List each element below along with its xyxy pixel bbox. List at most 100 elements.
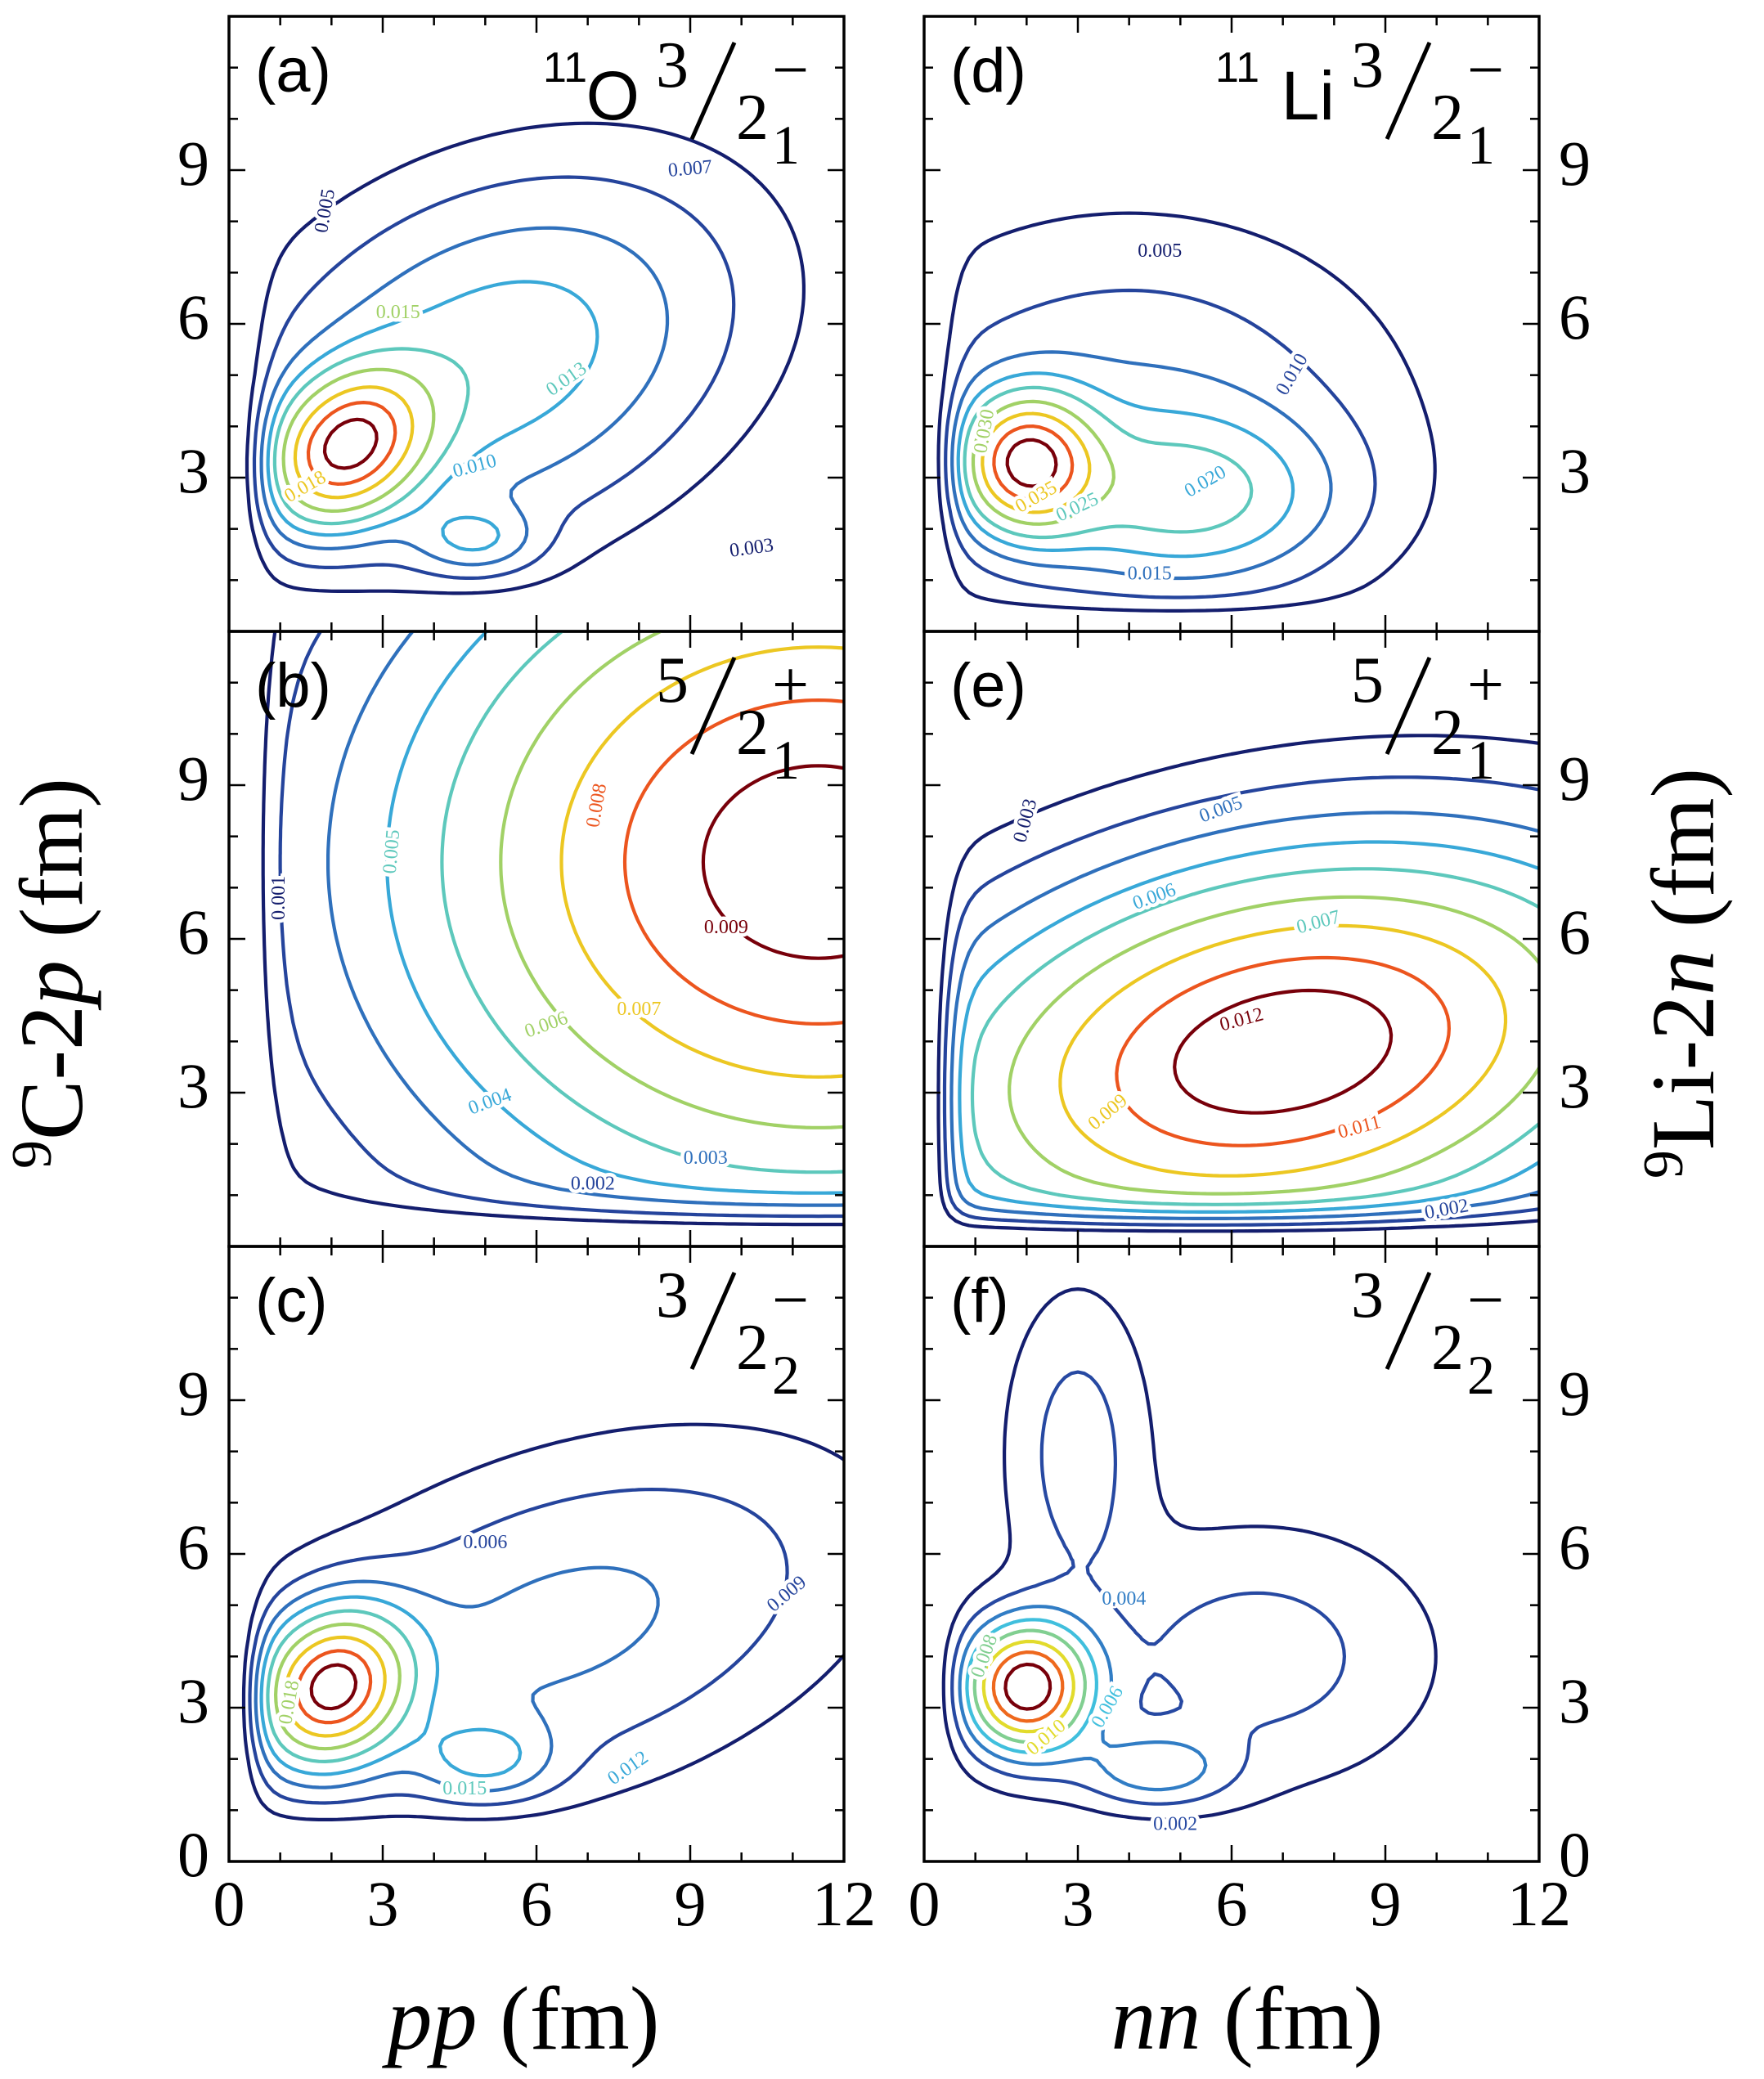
left-y-label-unit: (fm) (2, 778, 101, 960)
y-tick-label: 6 (1559, 896, 1591, 968)
panel-title-e: 52 1 + (1351, 644, 1504, 791)
right-y-label-isotope: 9 (1632, 1150, 1695, 1179)
contour-label-b-5: 0.006 (522, 1008, 571, 1043)
x-tick-label: 3 (1062, 1868, 1094, 1939)
ticks-b (227, 630, 846, 1248)
contour-line-d-2 (950, 350, 1333, 581)
spin-denominator: 2 (736, 1312, 769, 1384)
left-x-label-var: pp (382, 1969, 478, 2068)
right-y-axis-label: 9Li-2n (fm) (1632, 768, 1733, 1179)
contour-line-e-7 (1115, 955, 1451, 1147)
contour-line-a-2 (259, 226, 670, 567)
ticks-e (922, 630, 1541, 1248)
contour-line-e-8 (1173, 988, 1394, 1115)
right-x-axis-label: nn (fm) (1111, 1969, 1384, 2068)
contour-label-e-6: 0.011 (1335, 1111, 1383, 1143)
contour-label-e-3: 0.007 (1295, 906, 1343, 938)
contour-label-a-0: 0.007 (667, 156, 713, 182)
contour-line-c-6 (284, 1635, 387, 1738)
y-tick-label: 9 (177, 128, 209, 199)
contour-line-e-6 (1058, 923, 1508, 1178)
panel-title-b: 52 1 + (656, 644, 809, 791)
contour-label-b-7: 0.003 (684, 1147, 728, 1169)
y-tick-label: 0 (1559, 1819, 1591, 1890)
contour-line-c-7 (295, 1649, 373, 1725)
spin-subscript: 1 (1467, 729, 1495, 791)
spin-subscript: 1 (1467, 114, 1495, 176)
contour-label-c-4: 0.018 (275, 1679, 303, 1727)
spin-numerator: 5 (1351, 644, 1384, 716)
y-tick-label: 6 (177, 896, 209, 968)
left-x-label-unit: (fm) (478, 1969, 660, 2068)
x-tick-label: 9 (1370, 1868, 1402, 1939)
y-tick-label: 9 (1559, 128, 1591, 199)
x-tick-label: 6 (1216, 1868, 1248, 1939)
contour-lines-f (941, 1287, 1438, 1821)
panel-tag-d: (d) (950, 36, 1026, 106)
nucleus-symbol: Li (1281, 57, 1335, 134)
contour-lines-a (245, 121, 806, 595)
panel-b: 0.001 0.005 0.008 0.009 0.007 0.006 0.004 0.003… (177, 630, 846, 1248)
contour-line-d-5 (971, 399, 1115, 526)
y-tick-label: 6 (177, 1511, 209, 1583)
contour-line-d-0 (936, 211, 1437, 613)
x-tick-label: 6 (521, 1868, 553, 1939)
contour-line-f-2 (958, 1605, 1208, 1792)
contour-line-c-8 (309, 1663, 358, 1711)
nucleus-symbol: O (586, 57, 640, 134)
right-x-label-unit: (fm) (1201, 1969, 1384, 2068)
spin-numerator: 3 (1351, 1260, 1384, 1331)
panel-tag-e: (e) (950, 651, 1026, 721)
spin-subscript: 1 (772, 729, 800, 791)
contour-line-c-1 (248, 1488, 789, 1807)
x-tick-label: 0 (909, 1868, 940, 1939)
spin-subscript: 1 (772, 114, 800, 176)
parity-sign: − (772, 1264, 809, 1336)
contour-line-b-4 (440, 631, 844, 1174)
contour-label-d-1: 0.010 (1272, 350, 1313, 399)
contour-line-d-8 (1005, 438, 1058, 488)
parity-sign: − (1467, 34, 1504, 106)
right-x-label-var: nn (1111, 1969, 1201, 2068)
panel-title-c: 32 2− (656, 1260, 809, 1406)
panel-title-d: 32 1 − Li 11 (1215, 29, 1504, 176)
y-tick-label: 6 (177, 281, 209, 352)
panel-title-a: 32 1 − O11 (543, 29, 809, 176)
contour-lines-c (241, 1422, 844, 1821)
contour-line-f-1 (950, 1370, 1346, 1806)
contour-line-f-6 (991, 1650, 1065, 1723)
contour-line-b-0 (261, 631, 844, 1227)
contour-label-a-5: 0.003 (728, 535, 774, 562)
contour-line-b-1 (278, 631, 844, 1219)
contour-label-b-8: 0.002 (571, 1173, 615, 1194)
contour-label-b-6: 0.004 (465, 1084, 514, 1120)
contour-line-a-4 (272, 347, 470, 526)
contour-line-e-1 (942, 775, 1539, 1227)
contour-line-c-2 (254, 1565, 660, 1793)
spin-denominator: 2 (1431, 1312, 1464, 1384)
contour-line-a-5 (281, 367, 436, 513)
left-y-label-isotope: 9 (1, 1140, 64, 1169)
y-tick-label: 0 (177, 1819, 209, 1890)
panel-tag-f: (f) (950, 1266, 1009, 1336)
x-tick-label: 12 (812, 1868, 876, 1939)
panel-a: 0.007 0.005 0.015 0.013 0.010 0.003 0.018 3 6 9 (a… (177, 15, 846, 633)
contour-label-b-3: 0.009 (704, 917, 748, 938)
contour-lines-b (261, 631, 844, 1227)
fraction-slash (1385, 41, 1432, 141)
contour-line-b-8 (701, 764, 844, 960)
spin-denominator: 2 (736, 697, 769, 769)
spin-numerator: 5 (656, 644, 689, 716)
x-tick-label: 9 (675, 1868, 707, 1939)
spin-subscript: 2 (772, 1344, 800, 1406)
left-y-label-main: C-2 (2, 1005, 101, 1140)
contour-line-b-5 (499, 631, 844, 1129)
fraction-slash (689, 41, 737, 141)
left-y-label-var: p (2, 960, 101, 1011)
y-tick-label: 9 (1559, 743, 1591, 814)
y-tick-label: 3 (177, 1665, 209, 1736)
contour-label-d-5: 0.030 (970, 407, 999, 455)
contour-label-c-0: 0.006 (463, 1532, 507, 1553)
